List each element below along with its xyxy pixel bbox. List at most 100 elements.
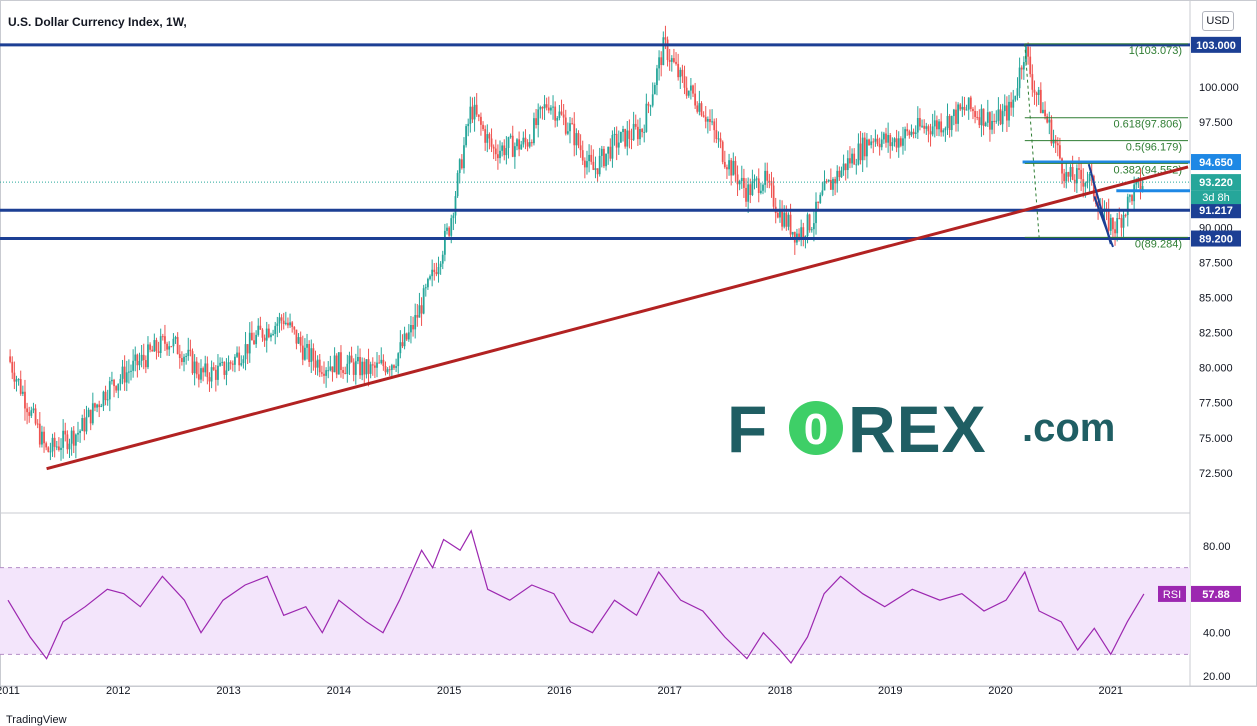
candle-body [480,116,482,125]
candle-body [1082,179,1085,187]
candle-body [393,365,395,368]
currency-button[interactable]: USD [1202,11,1234,31]
time-tick-label: 2020 [988,685,1012,697]
candle-body [407,332,410,340]
rsi-name-label: RSI [1163,589,1181,601]
candle-body [310,348,313,363]
candle-body [176,337,179,355]
candle-body [1120,218,1123,228]
price-axis-badge-label: 94.650 [1199,157,1233,169]
tradingview-brand: TradingView [6,714,67,726]
candle-body [166,343,168,350]
candle-body [596,168,599,175]
candle-body [443,230,446,255]
candle-body [882,133,885,140]
candle-body [435,272,438,275]
candle-body [399,342,402,354]
candle-body [539,107,542,110]
candle-body [429,276,431,279]
candle-body [950,116,953,131]
candle-body [689,85,692,91]
candle-body [613,133,616,136]
candle-body [522,137,525,145]
candle-body [902,138,904,146]
price-tick-label: 100.000 [1199,82,1239,94]
candle-body [812,223,815,230]
time-tick-label: 2018 [768,685,792,697]
candle-body [1050,119,1053,144]
candle-body [140,354,143,361]
candle-body [433,269,436,273]
candle-body [819,194,822,203]
candle-body [98,404,101,408]
candle-body [212,367,215,370]
candle-body [558,111,561,118]
candle-body [556,117,559,121]
candle-body [344,372,347,374]
candle-body [463,145,465,169]
candle-body [161,336,164,338]
candle-body [562,114,565,118]
candle-body [206,363,209,378]
candle-body [859,143,862,161]
candle-body [441,254,444,264]
candle-body [1003,105,1006,112]
price-axis-badge [1191,36,1241,53]
price-tick-label: 85.000 [1199,292,1233,304]
candle-body [204,363,207,373]
candle-body [961,106,964,110]
candle-body [912,131,915,134]
candle-body [709,119,711,123]
candle-body [851,153,853,164]
candle-body [863,137,866,157]
candle-body [357,356,359,362]
candle-body [130,370,132,372]
candle-body [219,362,221,366]
candle-body [384,366,387,373]
candle-body [1071,166,1074,180]
candle-body [1027,46,1029,57]
candle-body [759,190,762,193]
candle-body [590,154,593,162]
candle-body [200,368,202,380]
candle-body [1016,88,1019,96]
candle-body [808,214,811,231]
candle-body [185,355,188,357]
candle-body [607,146,610,154]
candle-body [880,139,883,148]
candle-body [187,349,190,356]
candle-body [914,132,917,134]
candle-body [395,366,398,368]
candle-body [102,391,105,406]
candle-body [1126,196,1129,216]
candle-body [72,430,75,446]
candle-body [649,105,652,107]
candle-body [673,58,675,62]
candle-body [193,361,196,374]
candle-body [588,154,590,162]
candle-body [1114,229,1116,234]
candle-body [1118,218,1121,220]
rsi-tick-label: 40.00 [1203,628,1231,640]
candle-body [250,332,253,341]
candle-body [1131,195,1133,202]
candle-body [335,355,338,375]
price-axis-badge-label: 103.000 [1196,40,1236,52]
candle-body [1008,101,1010,121]
candle-body [658,57,660,69]
candle-body [403,333,406,347]
rsi-line [7,529,1145,665]
candle-body [857,143,860,165]
candle-body [577,133,580,146]
candle-body [422,288,425,314]
candle-body [1124,214,1127,216]
candle-body [723,161,726,168]
time-tick-label: 2014 [327,685,351,697]
candle-body [9,356,12,362]
candle-body [751,181,754,196]
candle-body [986,112,989,123]
candle-body [151,349,154,352]
candle-body [60,447,62,450]
candle-body [79,430,82,433]
candle-body [62,430,65,448]
